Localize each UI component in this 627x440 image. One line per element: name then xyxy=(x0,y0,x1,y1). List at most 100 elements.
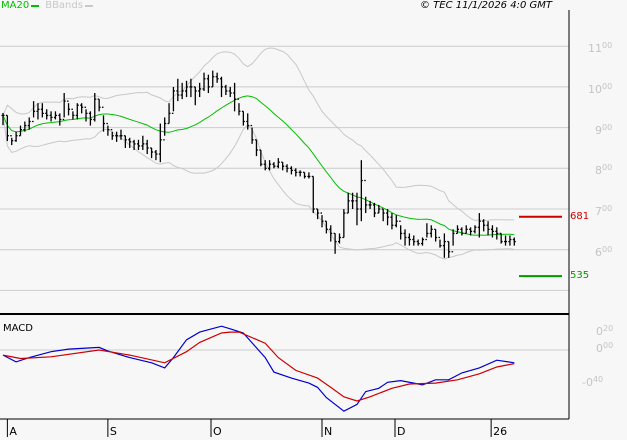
price-axis-label: 700 xyxy=(595,204,613,218)
ohlc-bar xyxy=(294,168,298,177)
tick-decimals: 00 xyxy=(602,244,613,254)
tick-main: 8 xyxy=(595,164,602,178)
ohlc-bar xyxy=(158,123,162,163)
ohlc-bar xyxy=(176,78,180,102)
ohlc-bar xyxy=(289,166,293,175)
ohlc-bar xyxy=(473,225,477,234)
ohlc-bar xyxy=(228,86,232,98)
ohlc-bar xyxy=(163,117,167,141)
ohlc-bar xyxy=(259,149,263,167)
ohlc-bar xyxy=(447,240,451,258)
ohlc-bar xyxy=(438,236,442,248)
ohlc-bar xyxy=(49,111,53,122)
ohlc-bar xyxy=(71,108,75,120)
ohlc-bar xyxy=(233,82,237,112)
ohlc-bar xyxy=(250,124,254,144)
ohlc-bar xyxy=(180,82,184,100)
tick-main: 9 xyxy=(595,123,602,137)
ohlc-bar xyxy=(110,128,114,140)
ohlc-bar xyxy=(88,111,92,126)
ohlc-bar xyxy=(211,70,215,88)
ohlc-bar xyxy=(58,113,62,126)
tick-main: 6 xyxy=(595,245,602,259)
legend-swatch-ma20 xyxy=(31,5,40,7)
ohlc-bar xyxy=(36,103,40,120)
date-label: 26 xyxy=(493,425,508,438)
ohlc-bar xyxy=(53,111,57,120)
ohlc-bar xyxy=(97,98,101,112)
ohlc-bar xyxy=(477,213,481,238)
ohlc-bar xyxy=(276,158,280,169)
ohlc-bar xyxy=(320,212,324,228)
ohlc-bar xyxy=(132,139,136,150)
date-label: O xyxy=(213,425,222,438)
ohlc-bar xyxy=(394,215,398,228)
ohlc-bar xyxy=(84,106,88,122)
ohlc-bar xyxy=(272,162,276,169)
ohlc-bar xyxy=(307,172,311,179)
macd-axis-label: 000 xyxy=(596,342,613,355)
legend-item-bbands[interactable]: BBands xyxy=(45,1,93,11)
ohlc-bar xyxy=(495,227,499,240)
ohlc-bar xyxy=(141,135,145,150)
ohlc-bar xyxy=(246,113,250,130)
macd-signal-line xyxy=(2,331,515,402)
legend-item-ma20[interactable]: MA20 xyxy=(1,1,40,11)
price-axis-label: 1000 xyxy=(588,81,613,95)
tick-main: -0 xyxy=(582,376,593,389)
tick-decimals: 00 xyxy=(602,41,613,51)
ohlc-bar xyxy=(399,220,403,240)
tick-main: 0 xyxy=(596,325,603,338)
tick-decimals: 00 xyxy=(602,81,613,91)
ohlc-bar xyxy=(1,112,5,126)
macd-axis-label: 020 xyxy=(596,324,614,338)
ohlc-bar xyxy=(202,72,206,91)
ohlc-bar xyxy=(464,225,468,235)
tick-decimals: 00 xyxy=(602,122,613,132)
macd-panel-title: MACD xyxy=(3,323,33,334)
ohlc-bar xyxy=(372,202,376,218)
ohlc-bar xyxy=(512,237,516,246)
ohlc-bar xyxy=(224,84,228,96)
ohlc-bar xyxy=(23,121,27,132)
ohlc-bar xyxy=(167,103,171,125)
tick-decimals: 00 xyxy=(602,204,613,213)
ohlc-bar xyxy=(136,139,140,150)
ohlc-bar xyxy=(237,98,241,116)
ohlc-bar xyxy=(455,225,459,235)
date-label: S xyxy=(109,425,117,438)
ohlc-bar xyxy=(407,233,411,246)
ohlc-bar xyxy=(377,204,381,214)
price-axis-label: 600 xyxy=(595,244,613,259)
ohlc-bar xyxy=(189,78,193,98)
ohlc-bar xyxy=(115,131,119,142)
price-axis-label: 800 xyxy=(595,164,612,178)
tick-main: 11 xyxy=(588,42,602,56)
ohlc-bar xyxy=(106,122,110,136)
ohlc-bar xyxy=(198,82,202,98)
bbands-lower-line xyxy=(2,115,515,260)
ohlc-bar xyxy=(486,221,490,236)
tick-decimals: 20 xyxy=(603,324,614,333)
ohlc-bar xyxy=(62,93,66,121)
ohlc-bar xyxy=(40,103,44,118)
ohlc-bar xyxy=(80,103,84,114)
ohlc-bar xyxy=(469,227,473,236)
ohlc-bar xyxy=(298,170,302,177)
ohlc-bar xyxy=(329,225,333,242)
ohlc-bar xyxy=(403,229,407,246)
ohlc-bar xyxy=(316,208,320,220)
price-axis-label: 900 xyxy=(595,122,613,137)
tick-main: 0 xyxy=(596,342,603,355)
ohlc-bar xyxy=(429,225,433,238)
ohlc-bar xyxy=(150,147,154,159)
ohlc-bar xyxy=(220,76,223,98)
ohlc-bar xyxy=(381,208,385,222)
ohlc-bar xyxy=(206,74,210,94)
legend-swatch-bbands xyxy=(84,5,93,7)
ohlc-bar xyxy=(14,131,18,142)
ohlc-bar xyxy=(93,93,97,122)
ohlc-bar xyxy=(27,117,31,130)
date-label: N xyxy=(324,425,333,438)
